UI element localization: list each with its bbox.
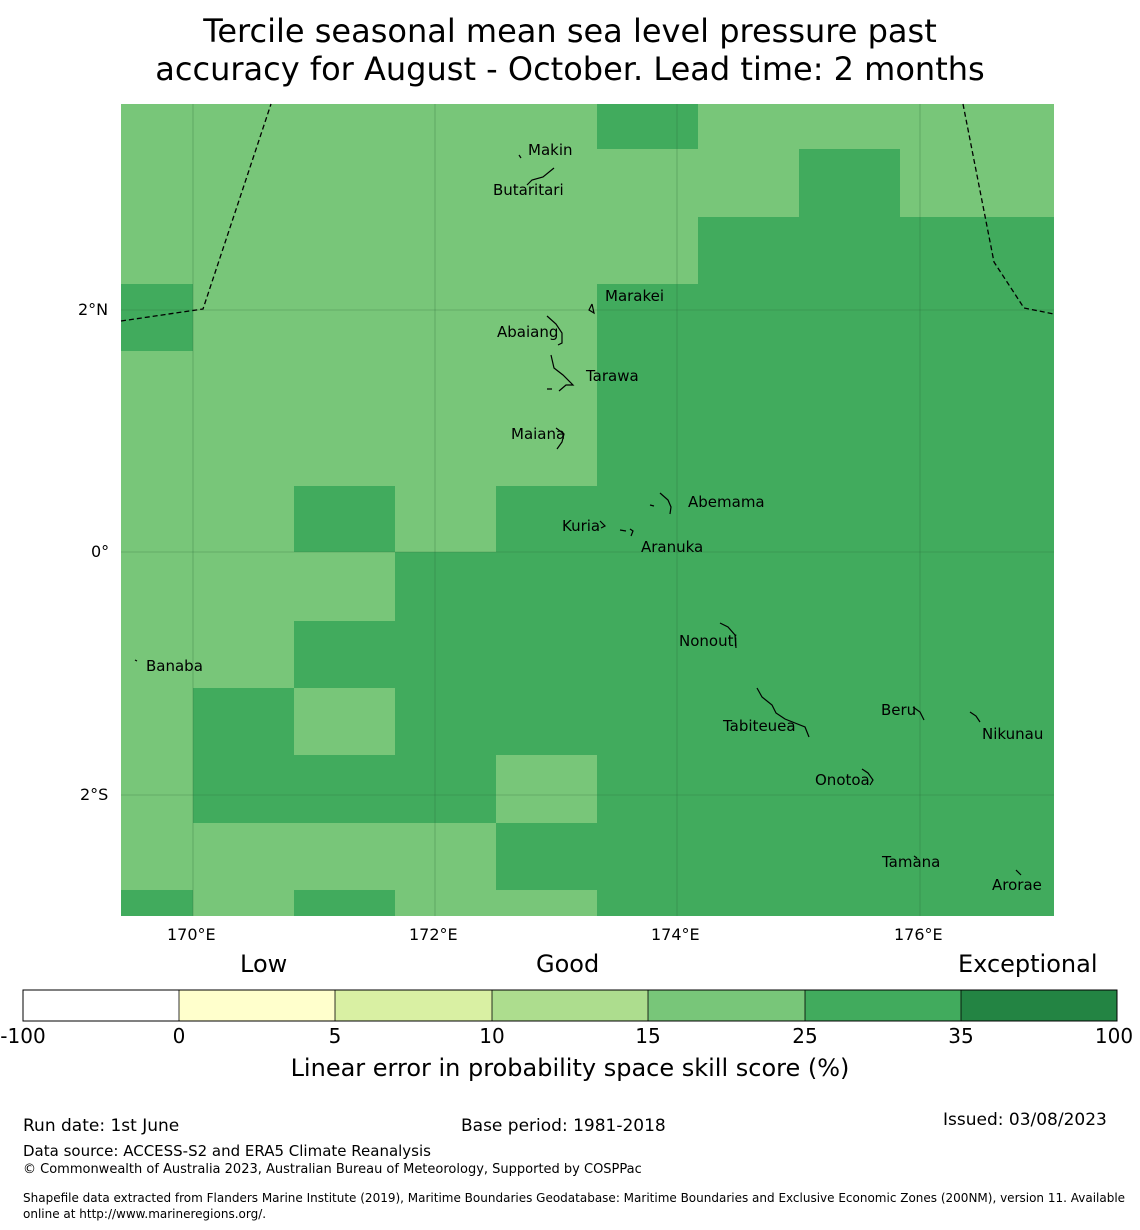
place-label-beru: Beru xyxy=(881,701,916,719)
lon-tick-label: 172°E xyxy=(409,925,458,944)
skill-cell xyxy=(294,486,395,552)
colorbar-tick-label: 35 xyxy=(948,1024,974,1048)
skill-cell xyxy=(121,890,193,916)
skill-cell xyxy=(395,552,1054,621)
place-label-kuria: Kuria xyxy=(562,517,600,535)
colorbar xyxy=(22,989,1118,1022)
colorbar-tick-label: -100 xyxy=(0,1024,46,1048)
skill-cell xyxy=(597,755,1054,823)
lon-tick-label: 170°E xyxy=(167,925,216,944)
colorbar-category-good: Good xyxy=(536,950,600,978)
island-outlines xyxy=(134,154,1022,876)
skill-cell xyxy=(294,621,1054,688)
place-label-makin: Makin xyxy=(528,141,573,159)
island-kuria xyxy=(599,520,607,529)
skill-cell xyxy=(496,823,1054,890)
chart-title-line-2: accuracy for August - October. Lead time… xyxy=(155,50,985,88)
place-label-tarawa: Tarawa xyxy=(585,367,639,385)
skill-cell xyxy=(799,149,900,217)
colorbar-category-exceptional: Exceptional xyxy=(958,950,1098,978)
place-label-abaiang: Abaiang xyxy=(497,323,558,341)
place-label-marakei: Marakei xyxy=(605,287,664,305)
skill-cell xyxy=(193,755,496,823)
place-label-arorae: Arorae xyxy=(992,876,1042,894)
island-abaiang xyxy=(546,315,563,346)
island-nikunau xyxy=(969,711,981,723)
skill-cell xyxy=(698,217,1054,284)
colorbar-tick-label: 10 xyxy=(479,1024,505,1048)
lat-tick-label: 2°N xyxy=(78,300,109,319)
data-source: Data source: ACCESS-S2 and ERA5 Climate … xyxy=(23,1142,431,1160)
colorbar-segment xyxy=(805,990,961,1021)
place-label-butaritari: Butaritari xyxy=(493,181,564,199)
lat-tick-label: 0° xyxy=(91,542,110,561)
colorbar-category-low: Low xyxy=(240,950,288,978)
island-tarawa xyxy=(547,354,575,392)
skill-cell xyxy=(597,104,698,149)
island-nonouti xyxy=(719,622,737,649)
island-banaba xyxy=(134,659,138,662)
colorbar-tick-label: 15 xyxy=(635,1024,661,1048)
lon-tick-label: 176°E xyxy=(894,925,943,944)
colorbar-title: Linear error in probability space skill … xyxy=(290,1054,850,1082)
skill-cell xyxy=(395,688,1054,755)
place-label-nikunau: Nikunau xyxy=(982,725,1043,743)
colorbar-segment xyxy=(492,990,648,1021)
island-butaritari xyxy=(526,167,555,186)
eez-boundary xyxy=(120,103,1055,322)
skill-cell xyxy=(597,890,1054,916)
place-label-aranuka: Aranuka xyxy=(641,538,703,556)
skill-cell xyxy=(597,284,1054,486)
colorbar-segment xyxy=(179,990,335,1021)
island-beru xyxy=(912,706,925,721)
place-label-tabiteuea: Tabiteuea xyxy=(722,717,796,735)
colorbar-segment xyxy=(23,990,179,1021)
place-label-onotoa: Onotoa xyxy=(815,771,870,789)
island-marakei xyxy=(588,303,595,315)
colorbar-tick-label: 25 xyxy=(792,1024,818,1048)
skill-cell xyxy=(121,284,193,351)
lat-tick-label: 2°S xyxy=(80,785,109,804)
place-label-maiana: Maiana xyxy=(511,425,565,443)
island-onotoa xyxy=(861,768,874,786)
island-maiana xyxy=(555,427,565,450)
place-label-tamana: Tamana xyxy=(881,853,940,871)
colorbar-frame xyxy=(22,989,1118,1022)
colorbar-segment xyxy=(335,990,492,1021)
island-aranuka xyxy=(619,528,634,537)
place-label-banaba: Banaba xyxy=(146,657,203,675)
shapefile-credit-line-2: online at http://www.marineregions.org/. xyxy=(23,1207,267,1221)
skill-cell xyxy=(496,486,1054,552)
lon-tick-label: 174°E xyxy=(651,925,700,944)
place-label-nonouti: Nonouti xyxy=(679,632,738,650)
copyright: © Commonwealth of Australia 2023, Austra… xyxy=(23,1162,642,1177)
colorbar-tick-label: 100 xyxy=(1094,1024,1134,1048)
place-label-abemama: Abemama xyxy=(688,493,765,511)
base-period: Base period: 1981-2018 xyxy=(461,1116,666,1136)
colorbar-tick-label: 0 xyxy=(172,1024,186,1048)
run-date: Run date: 1st June xyxy=(23,1116,180,1136)
skill-grid xyxy=(121,104,1054,916)
skill-cell xyxy=(193,688,294,755)
island-makin xyxy=(518,154,522,159)
island-arorae xyxy=(1015,869,1022,876)
skill-cell xyxy=(294,890,395,916)
chart-title-line-1: Tercile seasonal mean sea level pressure… xyxy=(203,12,937,50)
colorbar-segment xyxy=(648,990,805,1021)
island-tabiteuea xyxy=(756,687,810,738)
graticule xyxy=(121,104,1054,916)
colorbar-segment xyxy=(961,990,1117,1021)
issued-date: Issued: 03/08/2023 xyxy=(943,1110,1107,1130)
shapefile-credit-line-1: Shapefile data extracted from Flanders M… xyxy=(23,1191,1126,1205)
colorbar-tick-label: 5 xyxy=(328,1024,342,1048)
island-abemama xyxy=(649,492,672,515)
island-tamana xyxy=(913,855,918,859)
